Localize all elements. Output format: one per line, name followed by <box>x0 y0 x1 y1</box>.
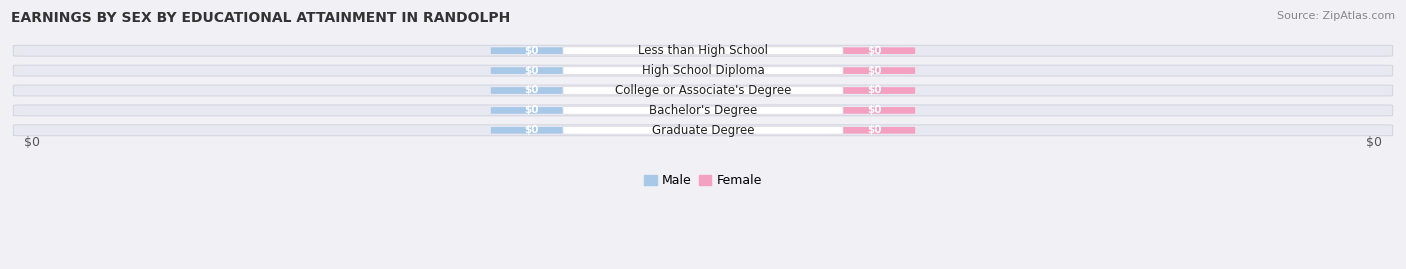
Text: EARNINGS BY SEX BY EDUCATIONAL ATTAINMENT IN RANDOLPH: EARNINGS BY SEX BY EDUCATIONAL ATTAINMEN… <box>11 11 510 25</box>
FancyBboxPatch shape <box>562 67 844 74</box>
FancyBboxPatch shape <box>562 126 844 134</box>
FancyBboxPatch shape <box>834 47 915 54</box>
FancyBboxPatch shape <box>562 87 844 94</box>
FancyBboxPatch shape <box>834 67 915 74</box>
Text: Less than High School: Less than High School <box>638 44 768 57</box>
Text: Bachelor's Degree: Bachelor's Degree <box>650 104 756 117</box>
Text: $0: $0 <box>868 66 882 76</box>
Text: $0: $0 <box>524 105 538 115</box>
Text: $0: $0 <box>868 46 882 56</box>
Legend: Male, Female: Male, Female <box>640 169 766 192</box>
Text: $0: $0 <box>524 46 538 56</box>
FancyBboxPatch shape <box>13 105 1393 116</box>
Text: $0: $0 <box>524 125 538 135</box>
Text: $0: $0 <box>868 105 882 115</box>
FancyBboxPatch shape <box>562 47 844 54</box>
Text: $0: $0 <box>524 86 538 95</box>
FancyBboxPatch shape <box>13 65 1393 76</box>
Text: College or Associate's Degree: College or Associate's Degree <box>614 84 792 97</box>
FancyBboxPatch shape <box>491 87 572 94</box>
Text: $0: $0 <box>1367 136 1382 149</box>
FancyBboxPatch shape <box>562 107 844 114</box>
Text: $0: $0 <box>868 86 882 95</box>
Text: High School Diploma: High School Diploma <box>641 64 765 77</box>
FancyBboxPatch shape <box>491 67 572 74</box>
FancyBboxPatch shape <box>13 45 1393 56</box>
Text: $0: $0 <box>868 125 882 135</box>
FancyBboxPatch shape <box>13 85 1393 96</box>
FancyBboxPatch shape <box>13 125 1393 136</box>
FancyBboxPatch shape <box>491 107 572 114</box>
FancyBboxPatch shape <box>834 107 915 114</box>
Text: $0: $0 <box>24 136 39 149</box>
FancyBboxPatch shape <box>834 87 915 94</box>
Text: Graduate Degree: Graduate Degree <box>652 124 754 137</box>
FancyBboxPatch shape <box>491 47 572 54</box>
Text: Source: ZipAtlas.com: Source: ZipAtlas.com <box>1277 11 1395 21</box>
Text: $0: $0 <box>524 66 538 76</box>
FancyBboxPatch shape <box>491 127 572 134</box>
FancyBboxPatch shape <box>834 127 915 134</box>
